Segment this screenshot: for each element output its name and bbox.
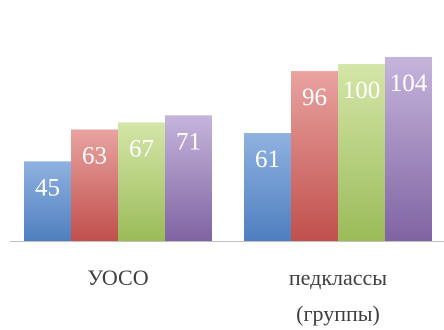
bar-series1-cat1 xyxy=(24,161,71,241)
bar-series4-cat2 xyxy=(385,56,432,241)
data-label-series4-cat1: 71 xyxy=(176,128,201,155)
category-label-2: педклассы (группы) xyxy=(289,265,387,326)
data-labels-layer: 45 63 67 71 61 96 100 104 xyxy=(35,70,428,201)
bar-series1-cat2 xyxy=(244,133,291,241)
data-label-series2-cat1: 63 xyxy=(82,142,107,169)
bar-series2-cat2 xyxy=(291,71,338,241)
bar-series4-cat1 xyxy=(165,115,212,241)
bar-series3-cat1 xyxy=(118,122,165,241)
category-labels-layer: УОСО педклассы (группы) xyxy=(87,265,387,326)
data-label-series3-cat1: 67 xyxy=(129,135,154,162)
data-label-series2-cat2: 96 xyxy=(302,84,327,111)
data-label-series1-cat1: 45 xyxy=(35,174,60,201)
data-label-series4-cat2: 104 xyxy=(390,70,428,97)
category-label-1: УОСО xyxy=(87,265,148,290)
bar-series3-cat2 xyxy=(338,64,385,241)
bars-layer xyxy=(24,56,432,241)
bar-series2-cat1 xyxy=(71,129,118,241)
data-label-series1-cat2: 61 xyxy=(255,146,280,173)
data-label-series3-cat2: 100 xyxy=(343,77,381,104)
